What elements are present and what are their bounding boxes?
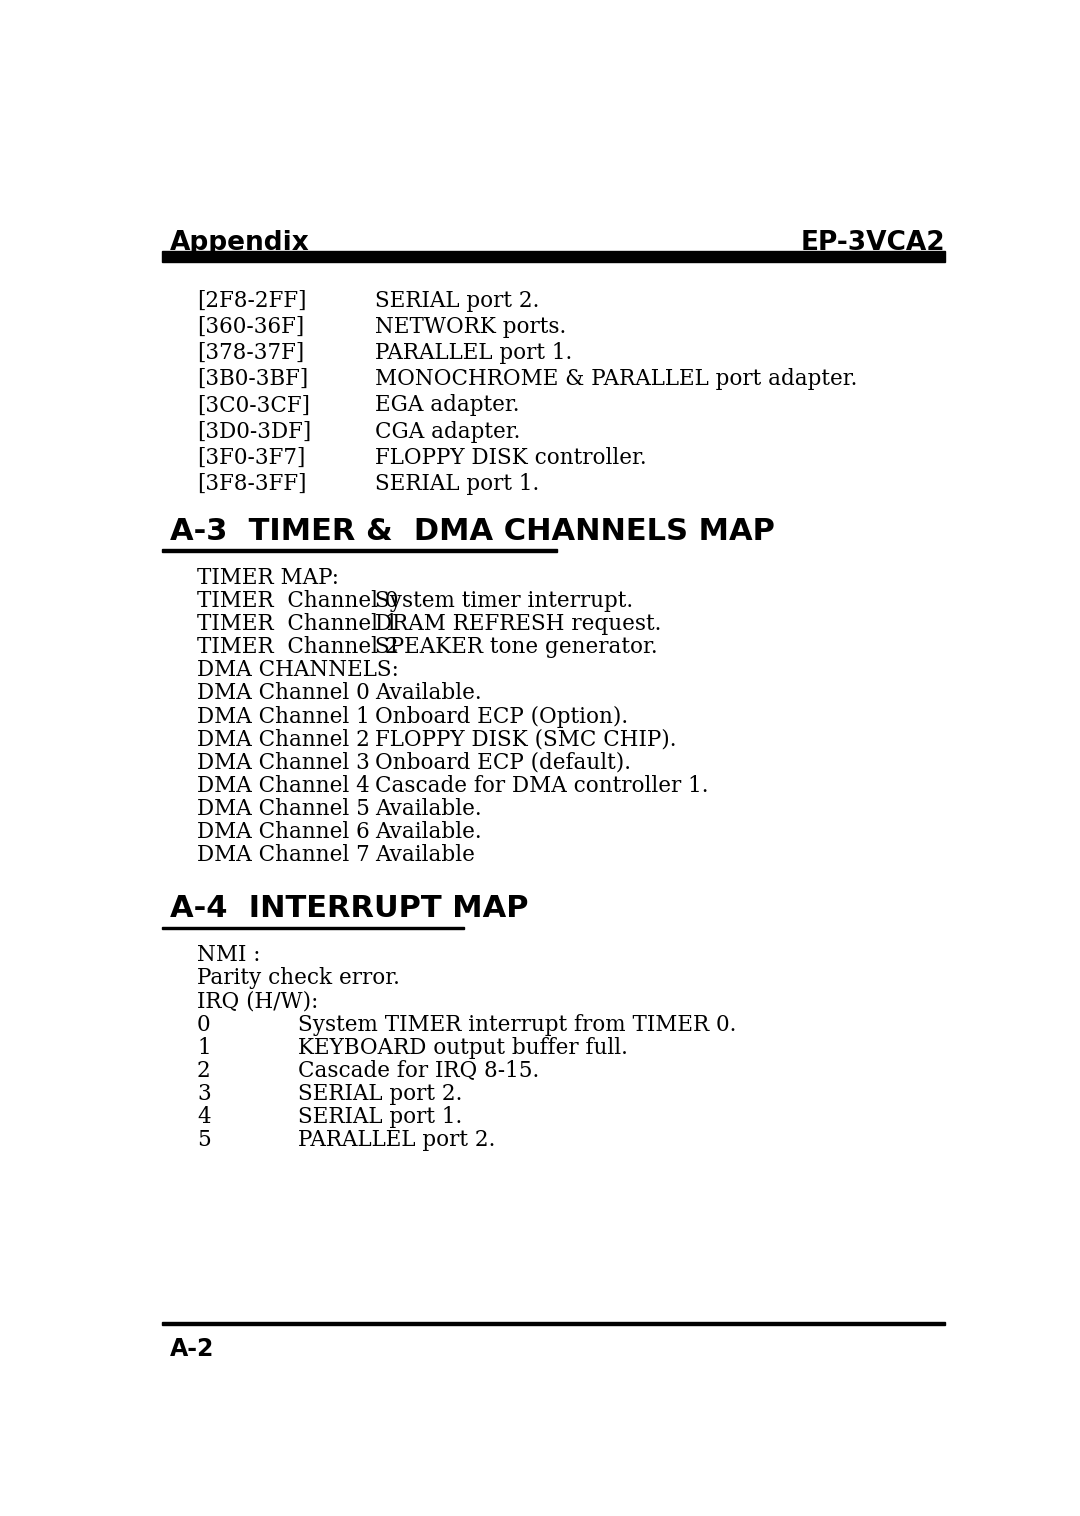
Text: DMA Channel 0: DMA Channel 0 [197,682,369,705]
Text: DMA Channel 7: DMA Channel 7 [197,844,369,866]
Text: [3F8-3FF]: [3F8-3FF] [197,473,307,496]
Text: [3D0-3DF]: [3D0-3DF] [197,420,311,443]
Text: EGA adapter.: EGA adapter. [375,394,519,417]
Text: Cascade for DMA controller 1.: Cascade for DMA controller 1. [375,775,708,797]
Text: 3: 3 [197,1082,211,1105]
Text: [378-37F]: [378-37F] [197,343,305,364]
Bar [162,926,464,929]
Text: TIMER  Channel 2: TIMER Channel 2 [197,637,399,658]
Text: CGA adapter.: CGA adapter. [375,420,521,443]
Text: DMA Channel 2: DMA Channel 2 [197,729,369,750]
Text: 0: 0 [197,1014,211,1035]
Text: DRAM REFRESH request.: DRAM REFRESH request. [375,612,662,635]
Bar [162,252,945,262]
Text: A-2: A-2 [170,1337,214,1361]
Text: DMA Channel 1: DMA Channel 1 [197,705,369,728]
Text: [3C0-3CF]: [3C0-3CF] [197,394,310,417]
Text: Parity check error.: Parity check error. [197,967,400,990]
Text: DMA CHANNELS:: DMA CHANNELS: [197,659,399,681]
Text: EP-3VCA2: EP-3VCA2 [800,229,945,256]
Text: [3B0-3BF]: [3B0-3BF] [197,368,308,390]
Text: SERIAL port 1.: SERIAL port 1. [298,1105,462,1128]
Text: A-4  INTERRUPT MAP: A-4 INTERRUPT MAP [170,894,528,923]
Text: PARALLEL port 2.: PARALLEL port 2. [298,1129,495,1151]
Text: DMA Channel 4: DMA Channel 4 [197,775,369,797]
Text: Available.: Available. [375,682,482,705]
Text: [360-36F]: [360-36F] [197,315,305,338]
Text: DMA Channel 5: DMA Channel 5 [197,797,369,820]
Text: Cascade for IRQ 8-15.: Cascade for IRQ 8-15. [298,1060,539,1082]
Text: Onboard ECP (Option).: Onboard ECP (Option). [375,705,629,728]
Text: SERIAL port 2.: SERIAL port 2. [375,290,540,312]
Text: DMA Channel 3: DMA Channel 3 [197,752,369,773]
Text: SERIAL port 2.: SERIAL port 2. [298,1082,462,1105]
Text: TIMER  Channel 0: TIMER Channel 0 [197,590,399,612]
Text: Available.: Available. [375,797,482,820]
Text: SPEAKER tone generator.: SPEAKER tone generator. [375,637,658,658]
Text: NMI :: NMI : [197,944,260,966]
Text: KEYBOARD output buffer full.: KEYBOARD output buffer full. [298,1037,627,1058]
Text: DMA Channel 6: DMA Channel 6 [197,822,369,843]
Text: System TIMER interrupt from TIMER 0.: System TIMER interrupt from TIMER 0. [298,1014,737,1035]
Text: FLOPPY DISK controller.: FLOPPY DISK controller. [375,447,647,468]
Text: Available: Available [375,844,475,866]
Text: A-3  TIMER &  DMA CHANNELS MAP: A-3 TIMER & DMA CHANNELS MAP [170,517,774,546]
Text: SERIAL port 1.: SERIAL port 1. [375,473,540,496]
Text: FLOPPY DISK (SMC CHIP).: FLOPPY DISK (SMC CHIP). [375,729,677,750]
Text: [2F8-2FF]: [2F8-2FF] [197,290,307,312]
Text: 4: 4 [197,1105,211,1128]
Text: NETWORK ports.: NETWORK ports. [375,315,567,338]
Text: Available.: Available. [375,822,482,843]
Text: TIMER  Channel 1: TIMER Channel 1 [197,612,399,635]
Text: IRQ (H/W):: IRQ (H/W): [197,990,319,1013]
Text: Appendix: Appendix [170,229,310,256]
Text: TIMER MAP:: TIMER MAP: [197,567,339,588]
Text: [3F0-3F7]: [3F0-3F7] [197,447,306,468]
Text: MONOCHROME & PARALLEL port adapter.: MONOCHROME & PARALLEL port adapter. [375,368,858,390]
Text: System timer interrupt.: System timer interrupt. [375,590,633,612]
Text: 5: 5 [197,1129,211,1151]
Bar [162,549,557,552]
Text: PARALLEL port 1.: PARALLEL port 1. [375,343,572,364]
Text: 1: 1 [197,1037,211,1058]
Text: 2: 2 [197,1060,211,1082]
Text: Onboard ECP (default).: Onboard ECP (default). [375,752,631,773]
Bar [162,1322,945,1325]
